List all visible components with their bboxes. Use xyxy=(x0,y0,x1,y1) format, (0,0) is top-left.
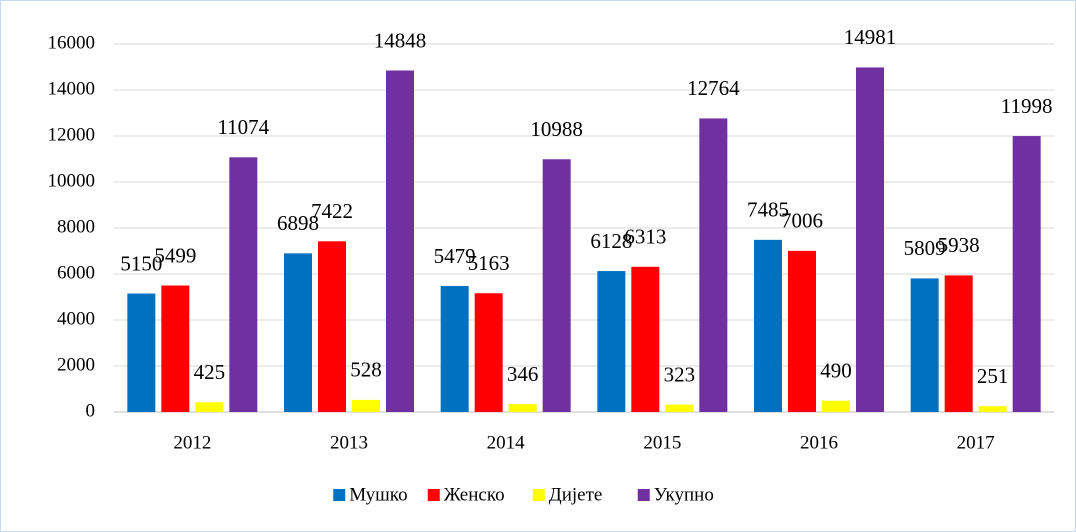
y-tick-label: 16000 xyxy=(48,32,96,53)
data-label: 6128 xyxy=(590,229,632,253)
data-label: 425 xyxy=(194,360,226,384)
y-tick-label: 2000 xyxy=(57,354,95,375)
bar xyxy=(352,399,380,412)
bar xyxy=(631,266,660,412)
data-label: 5938 xyxy=(938,233,980,257)
legend-swatch xyxy=(427,489,440,501)
x-tick-label: 2014 xyxy=(487,432,526,453)
data-label: 11074 xyxy=(217,115,269,139)
bar xyxy=(474,293,503,412)
bar xyxy=(944,275,973,412)
bar xyxy=(161,285,190,412)
x-tick-label: 2016 xyxy=(800,432,838,453)
legend-label: Укупно xyxy=(654,484,714,505)
bar xyxy=(229,157,258,412)
data-label: 14981 xyxy=(844,25,897,49)
bar xyxy=(284,253,312,412)
y-tick-label: 6000 xyxy=(57,262,95,283)
bar xyxy=(754,239,782,412)
data-label: 528 xyxy=(350,358,382,382)
bar xyxy=(910,278,939,412)
data-label: 5809 xyxy=(904,236,946,260)
data-label: 7485 xyxy=(747,198,789,222)
data-label: 6313 xyxy=(624,225,666,249)
legend-swatch xyxy=(637,489,650,501)
bar xyxy=(127,293,156,412)
y-tick-label: 14000 xyxy=(48,78,96,99)
data-label: 5150 xyxy=(120,251,162,275)
bar xyxy=(440,285,469,412)
bar xyxy=(978,406,1007,412)
bar xyxy=(318,241,346,412)
x-tick-label: 2015 xyxy=(643,432,681,453)
bar xyxy=(195,402,224,412)
bar xyxy=(542,159,571,412)
legend-label: Дијете xyxy=(549,484,603,505)
y-tick-label: 12000 xyxy=(48,124,96,145)
data-label: 490 xyxy=(820,359,852,383)
bar xyxy=(856,67,884,412)
legend-label: Мушко xyxy=(349,484,407,505)
bar xyxy=(386,70,414,412)
data-label: 5499 xyxy=(154,243,196,267)
y-tick-label: 10000 xyxy=(48,170,96,191)
bar xyxy=(699,118,728,412)
bar xyxy=(788,250,816,412)
data-label: 323 xyxy=(664,362,696,386)
bar xyxy=(508,404,537,412)
data-label: 251 xyxy=(977,364,1009,388)
x-tick-label: 2012 xyxy=(173,432,211,453)
bar xyxy=(597,271,626,412)
x-tick-label: 2013 xyxy=(330,432,368,453)
bar xyxy=(822,400,850,412)
data-label: 346 xyxy=(507,362,539,386)
bar xyxy=(665,404,694,412)
data-label: 11998 xyxy=(1001,94,1053,118)
x-tick-label: 2017 xyxy=(957,432,995,453)
legend-label: Женско xyxy=(444,484,505,505)
legend-swatch xyxy=(532,489,545,501)
y-tick-label: 8000 xyxy=(57,216,95,237)
y-tick-label: 0 xyxy=(86,400,96,421)
data-label: 12764 xyxy=(687,76,740,100)
data-label: 5479 xyxy=(434,244,476,268)
data-label: 10988 xyxy=(530,117,583,141)
data-label: 7422 xyxy=(311,199,353,223)
y-tick-label: 4000 xyxy=(57,308,95,329)
data-label: 5163 xyxy=(468,251,510,275)
data-label: 6898 xyxy=(277,211,319,235)
bar xyxy=(1012,136,1041,412)
legend-swatch xyxy=(333,489,346,501)
data-label: 7006 xyxy=(781,209,823,233)
data-label: 14848 xyxy=(374,28,427,52)
